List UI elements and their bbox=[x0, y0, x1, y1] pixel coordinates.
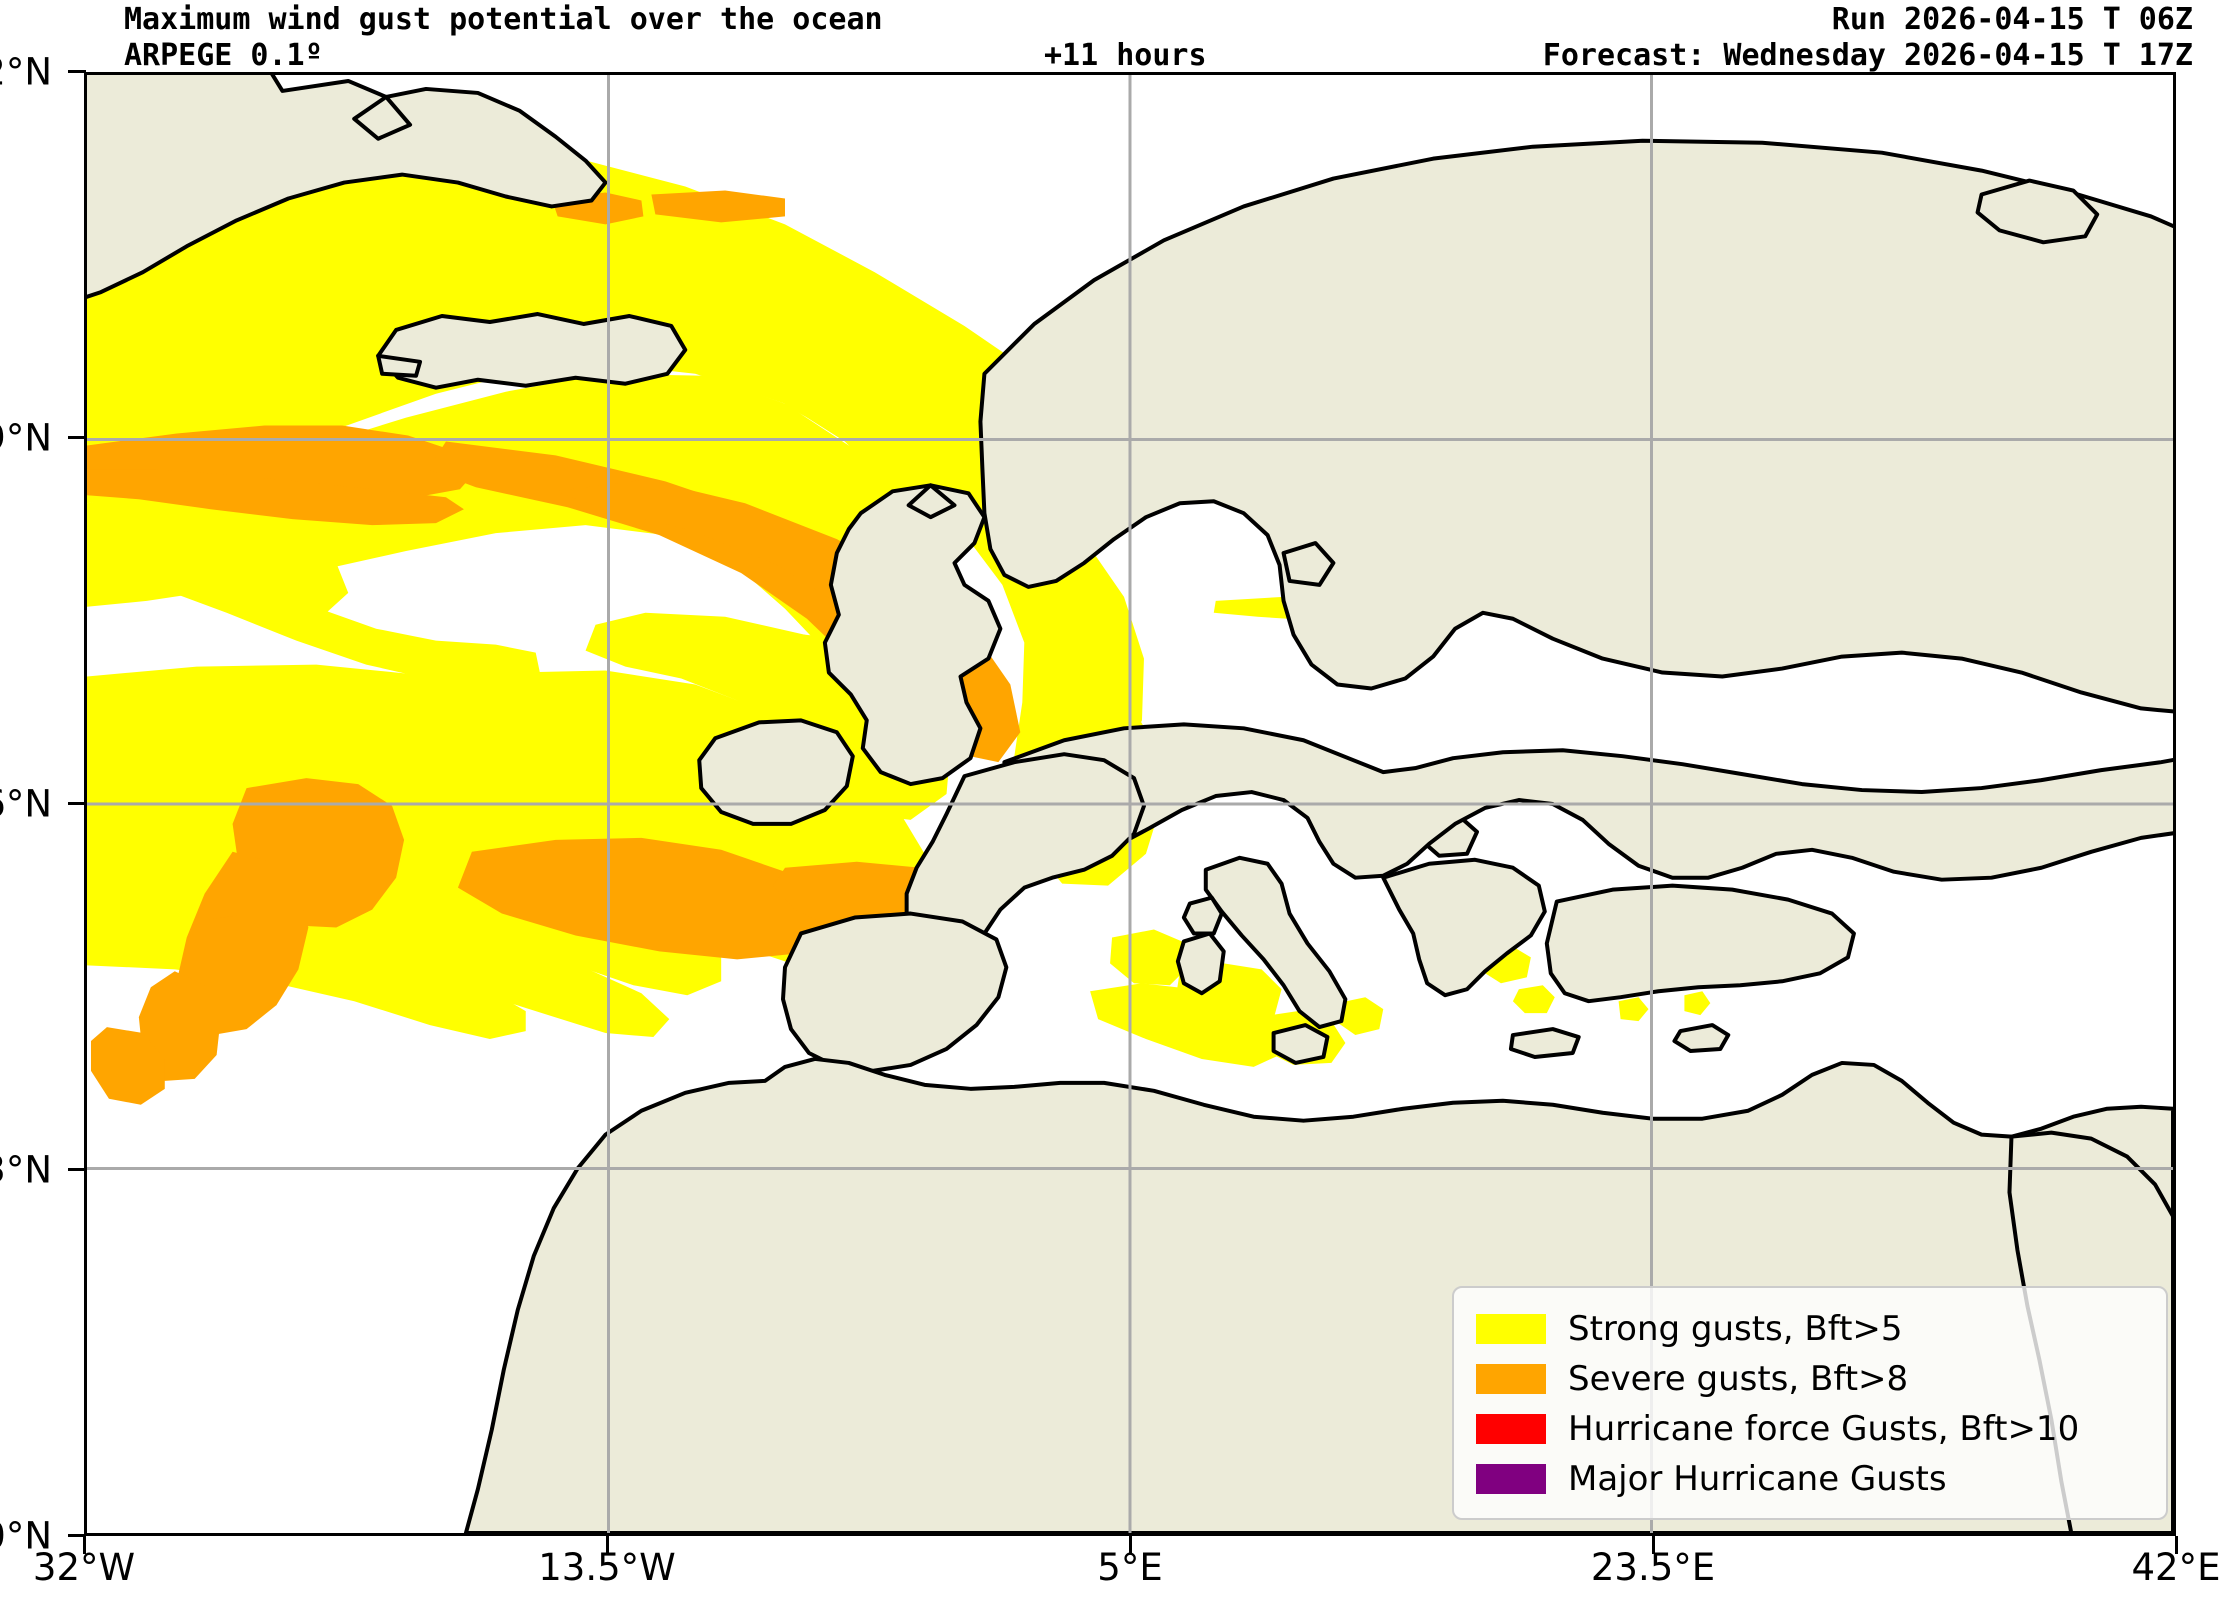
gust-region-ionian bbox=[1335, 997, 1384, 1036]
landmass-scotland-notch bbox=[906, 483, 957, 520]
gust-core-fleck-north-2 bbox=[651, 190, 785, 223]
y-tickmark-59n bbox=[68, 436, 86, 439]
landmass-iceland bbox=[376, 312, 688, 390]
legend-swatch-severe bbox=[1476, 1364, 1546, 1394]
legend-swatch-major-hurricane bbox=[1476, 1464, 1546, 1494]
landmass-corsica bbox=[1181, 895, 1224, 936]
y-tick-46n: 46°N bbox=[0, 782, 52, 826]
gust-core-greenland-lower bbox=[87, 469, 464, 526]
x-tickmark-5e bbox=[1129, 1536, 1132, 1554]
map-plot-area bbox=[84, 72, 2176, 1536]
gust-region-east-aegean bbox=[1618, 997, 1649, 1022]
landmass-great-britain bbox=[822, 483, 1003, 787]
y-tick-33n: 33°N bbox=[0, 1148, 52, 1192]
landmass-sicily bbox=[1271, 1023, 1330, 1065]
gust-core-celtic-blob bbox=[457, 837, 831, 960]
landmass-ireland bbox=[697, 718, 855, 826]
legend-item-strong: Strong gusts, Bft>5 bbox=[1476, 1304, 2146, 1354]
landmass-iberia bbox=[781, 911, 1009, 1073]
map-legend: Strong gusts, Bft>5 Severe gusts, Bft>8 … bbox=[1452, 1286, 2168, 1520]
gust-region-levantine bbox=[1684, 991, 1711, 1016]
landmass-balkans bbox=[1381, 857, 1547, 998]
gust-core-greenland bbox=[87, 425, 476, 498]
map-title: Maximum wind gust potential over the oce… bbox=[124, 2, 883, 37]
legend-label-strong: Strong gusts, Bft>5 bbox=[1568, 1309, 1903, 1349]
y-tickmark-20n bbox=[68, 1534, 86, 1537]
x-tickmark-23-5e bbox=[1652, 1536, 1655, 1554]
map-canvas bbox=[87, 75, 2173, 1533]
legend-item-hurricane: Hurricane force Gusts, Bft>10 bbox=[1476, 1404, 2146, 1454]
legend-label-severe: Severe gusts, Bft>8 bbox=[1568, 1359, 1909, 1399]
gust-region-greenland-arc bbox=[96, 511, 349, 613]
y-tick-20n: 20°N bbox=[0, 1514, 52, 1558]
gust-core-fleck-sw bbox=[208, 915, 249, 940]
landmass-norway-fjord bbox=[1281, 541, 1336, 587]
landmass-svalbard bbox=[1975, 178, 2100, 245]
gust-region-iceland-southwest bbox=[106, 549, 541, 687]
x-tickmark-32w bbox=[83, 1536, 86, 1554]
gust-core-southwest-tail-3 bbox=[90, 1027, 165, 1105]
legend-item-severe: Severe gusts, Bft>8 bbox=[1476, 1354, 2146, 1404]
run-timestamp: Run 2026-04-15 T 06Z bbox=[1831, 2, 2193, 37]
legend-swatch-hurricane bbox=[1476, 1414, 1546, 1444]
figure-header: Maximum wind gust potential over the oce… bbox=[0, 0, 2233, 73]
forecast-valid-time: Forecast: Wednesday 2026-04-15 T 17Z bbox=[1542, 38, 2193, 73]
y-tickmark-72n bbox=[68, 70, 86, 73]
y-tick-59n: 59°N bbox=[0, 416, 52, 460]
gust-region-aegean-south bbox=[1512, 985, 1555, 1014]
legend-label-major-hurricane: Major Hurricane Gusts bbox=[1568, 1459, 1947, 1499]
landmass-scandinavia-russia bbox=[978, 138, 2173, 714]
gust-core-southwest-tail bbox=[176, 851, 309, 1036]
landmass-greenland bbox=[87, 75, 608, 299]
landmass-cyprus bbox=[1672, 1023, 1731, 1053]
y-tickmark-33n bbox=[68, 1168, 86, 1171]
landmass-europe-north bbox=[1002, 722, 2173, 882]
landmass-crete bbox=[1508, 1027, 1581, 1059]
legend-item-major-hurricane: Major Hurricane Gusts bbox=[1476, 1454, 2146, 1504]
legend-label-hurricane: Hurricane force Gusts, Bft>10 bbox=[1568, 1409, 2080, 1449]
y-tickmark-46n bbox=[68, 802, 86, 805]
lead-time: +11 hours bbox=[1044, 38, 1207, 73]
landmass-greenland-notch bbox=[352, 94, 413, 141]
x-tickmark-13-5w bbox=[606, 1536, 609, 1554]
y-tick-72n: 72°N bbox=[0, 50, 52, 94]
landmass-turkey bbox=[1544, 883, 1856, 1004]
legend-swatch-strong bbox=[1476, 1314, 1546, 1344]
x-tickmark-42e bbox=[2175, 1536, 2178, 1554]
landmass-iceland-fjord bbox=[376, 353, 423, 378]
model-name: ARPEGE 0.1º bbox=[124, 38, 323, 73]
gust-region-atlantic-north-lower bbox=[87, 373, 965, 671]
landmass-italy bbox=[1203, 855, 1348, 1030]
landmass-sardinia bbox=[1175, 931, 1226, 996]
gust-region-algeria-coast bbox=[1090, 983, 1280, 1067]
